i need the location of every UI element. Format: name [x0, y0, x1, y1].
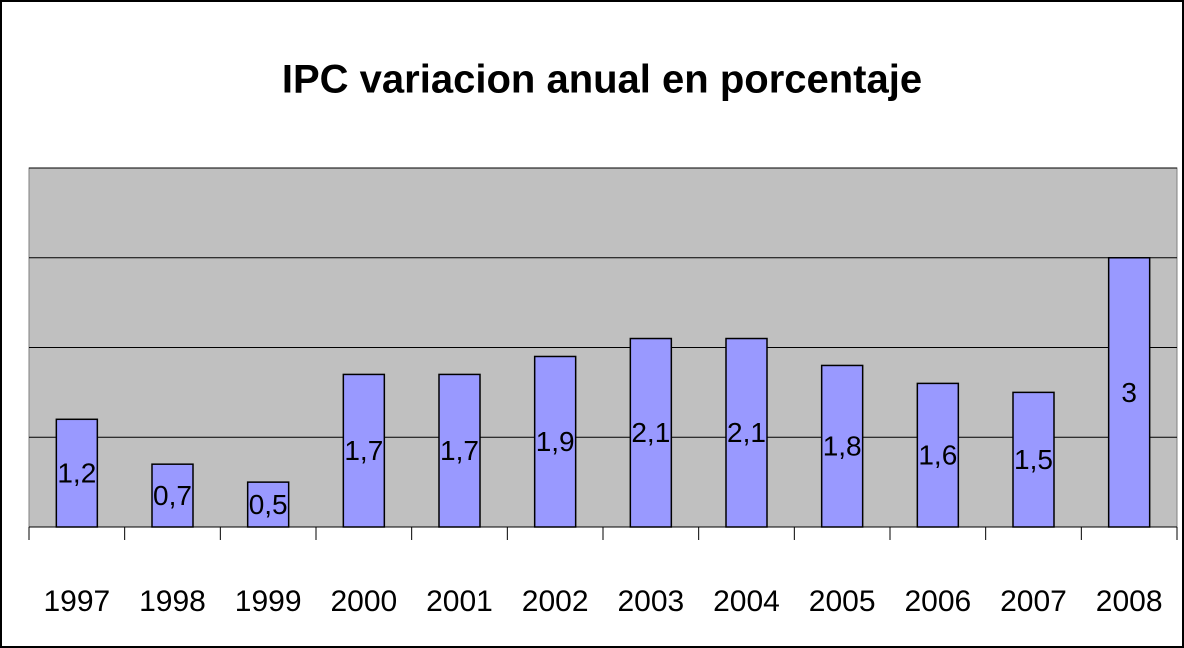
x-tick-label: 2002 [522, 585, 589, 618]
bar [342, 373, 386, 528]
x-tick-label: 2005 [809, 585, 876, 618]
bar [916, 382, 960, 528]
bar [533, 355, 577, 528]
data-label: 2,1 [727, 417, 766, 448]
bar [246, 481, 290, 528]
x-tick-label: 2003 [617, 585, 684, 618]
data-label: 1,7 [440, 435, 479, 466]
data-label: 0,5 [249, 489, 288, 520]
data-label: 3 [1121, 377, 1137, 408]
bar [725, 337, 768, 528]
bar [151, 463, 194, 528]
x-tick-label: 2000 [330, 585, 397, 618]
data-label: 1,5 [1014, 444, 1053, 475]
bar [1107, 257, 1151, 528]
x-tick-label: 2006 [904, 585, 971, 618]
data-label: 1,6 [918, 440, 957, 471]
data-label: 1,9 [536, 426, 575, 457]
x-tick-label: 1997 [43, 585, 110, 618]
bar [1012, 391, 1055, 528]
data-label: 1,2 [57, 458, 96, 489]
x-tick-label: 2004 [713, 585, 780, 618]
bar [820, 364, 864, 528]
bar [55, 418, 99, 528]
chart-title: IPC variacion anual en porcentaje [282, 58, 922, 102]
x-tick-label: 2008 [1096, 585, 1163, 618]
data-label: 1,8 [823, 431, 862, 462]
bar [438, 373, 481, 528]
data-label: 1,7 [344, 435, 383, 466]
x-tick-label: 1999 [235, 585, 302, 618]
x-tick-label: 2001 [426, 585, 493, 618]
data-label: 0,7 [153, 480, 192, 511]
bar [629, 337, 673, 528]
data-label: 2,1 [631, 417, 670, 448]
x-tick-label: 1998 [139, 585, 206, 618]
x-tick-label: 2007 [1000, 585, 1067, 618]
